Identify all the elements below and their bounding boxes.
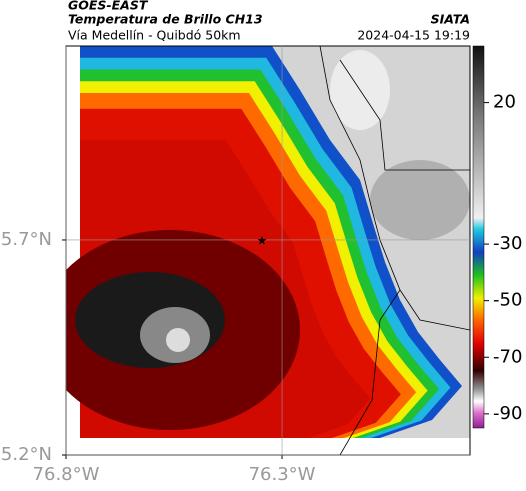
title: GOES-EAST bbox=[68, 0, 149, 13]
timestamp: 2024-04-15 19:19 bbox=[357, 28, 470, 43]
y-tick-label: 5.2°N bbox=[1, 444, 52, 465]
subtitle: Temperatura de Brillo CH13 bbox=[68, 12, 263, 27]
map-image bbox=[66, 46, 470, 455]
border bbox=[339, 59, 470, 171]
colorbar-tick-label: -70 bbox=[493, 346, 522, 367]
colorbar-tick-label: -50 bbox=[493, 290, 522, 311]
source: SIATA bbox=[431, 12, 470, 27]
x-tick-label: 76.3°W bbox=[249, 464, 316, 485]
location-marker: ★ bbox=[257, 234, 268, 248]
colorbar-tick-label: -90 bbox=[493, 403, 522, 424]
colorbar-tick-label: 20 bbox=[493, 92, 516, 113]
y-tick-label: 5.7°N bbox=[1, 229, 52, 250]
border bbox=[399, 289, 470, 331]
location: Vía Medellín - Quibdó 50km bbox=[68, 28, 241, 43]
cold-core bbox=[166, 328, 190, 352]
x-tick-label: 76.8°W bbox=[33, 464, 100, 485]
colorbar bbox=[472, 45, 485, 429]
colorbar-tick-label: -30 bbox=[493, 233, 522, 254]
